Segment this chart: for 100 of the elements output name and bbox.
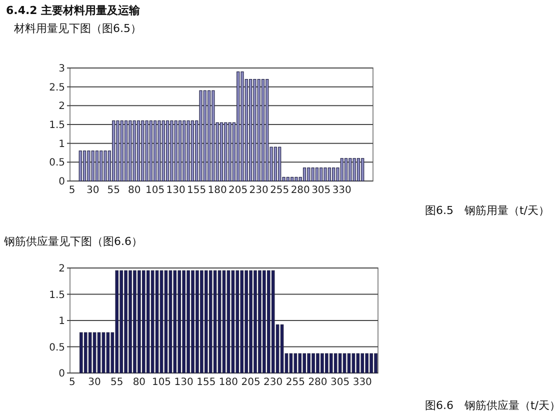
bar [212,90,215,182]
bar [324,168,327,182]
bar [97,332,101,374]
bar [95,150,99,182]
bar [307,168,310,182]
bar [150,270,154,374]
x-tick-label: 55 [107,185,120,196]
x-tick-label: 280 [308,377,328,388]
bar [78,150,82,182]
bar [342,353,346,374]
bar [228,122,232,182]
x-tick-label: 105 [146,185,165,196]
bar [302,168,306,182]
bar [203,90,206,182]
x-tick-label: 280 [290,185,310,196]
bar [173,270,177,374]
x-tick-label: 255 [270,185,290,196]
y-tick-label: 0.5 [49,158,65,169]
bar [182,120,186,182]
bar [340,158,344,182]
bar [347,353,351,374]
bar [294,353,298,374]
bar [116,120,120,182]
bar [149,120,152,182]
bar [174,120,178,182]
bar [274,146,278,182]
bar [226,270,230,374]
y-tick-label: 3 [58,64,65,74]
x-tick-label: 255 [286,377,305,388]
bar [315,168,319,182]
bar [100,150,103,182]
bar [166,120,170,182]
bar [160,270,164,374]
x-tick-label: 30 [86,185,100,196]
bar [332,168,336,182]
bar [257,79,260,182]
x-tick-label: 155 [196,377,216,388]
bar [224,122,228,182]
bar [124,120,128,182]
bar [253,79,256,182]
bar [199,90,202,182]
bar [186,120,190,182]
x-tick-label: 5 [69,377,76,388]
bar [112,120,116,182]
bar [106,332,110,374]
bar [222,270,226,374]
x-tick-label: 155 [187,185,206,196]
x-tick-label: 330 [352,377,372,388]
bar [162,120,165,182]
bar [218,270,222,374]
bar [120,120,124,182]
bar [231,270,235,374]
y-tick-label: 1 [58,316,65,327]
bar [289,353,293,374]
x-tick-label: 130 [174,377,194,388]
bar [87,150,90,182]
bar [294,176,298,182]
caption: 图6.6 钢筋供应量（t/天） [425,399,560,412]
y-tick-label: 2 [58,101,65,112]
x-tick-label: 180 [208,185,227,196]
x-tick-label: 80 [128,185,141,196]
bar [352,158,356,182]
bar [155,270,159,374]
bar [236,270,240,374]
x-tick-label: 5 [68,185,76,196]
y-tick-label: 0 [58,176,65,188]
bar [356,158,360,182]
bar [338,353,342,374]
bar [261,79,265,182]
chart-subtitle: 材料用量见下图（图6.5） [13,22,142,35]
bar [88,332,92,374]
bar [249,79,252,182]
bar [361,158,364,182]
x-tick-label: 330 [332,185,352,196]
bar [154,120,157,182]
chart-title: 钢筋供应量见下图（图6.6） [3,235,142,248]
bar [213,270,217,374]
x-tick-label: 80 [132,377,146,388]
bar [132,120,136,182]
y-tick-label: 1.5 [49,120,65,131]
x-tick-label: 205 [228,185,248,196]
bar [190,120,194,182]
x-tick-label: 30 [88,377,101,388]
bar [136,120,140,182]
y-tick-label: 2.5 [49,82,65,94]
y-tick-label: 2 [58,264,65,274]
x-tick-label: 205 [241,377,260,388]
bar [91,150,94,182]
bar [141,120,144,182]
y-tick-label: 1.5 [49,290,65,301]
bar [328,168,331,182]
bar [286,176,290,182]
x-tick-label: 130 [166,185,186,196]
bar [311,168,314,182]
x-tick-label: 105 [152,377,172,388]
bar [278,146,282,182]
bar [104,150,107,182]
bar [164,270,168,374]
x-tick-label: 230 [264,377,283,388]
bar [220,122,224,182]
